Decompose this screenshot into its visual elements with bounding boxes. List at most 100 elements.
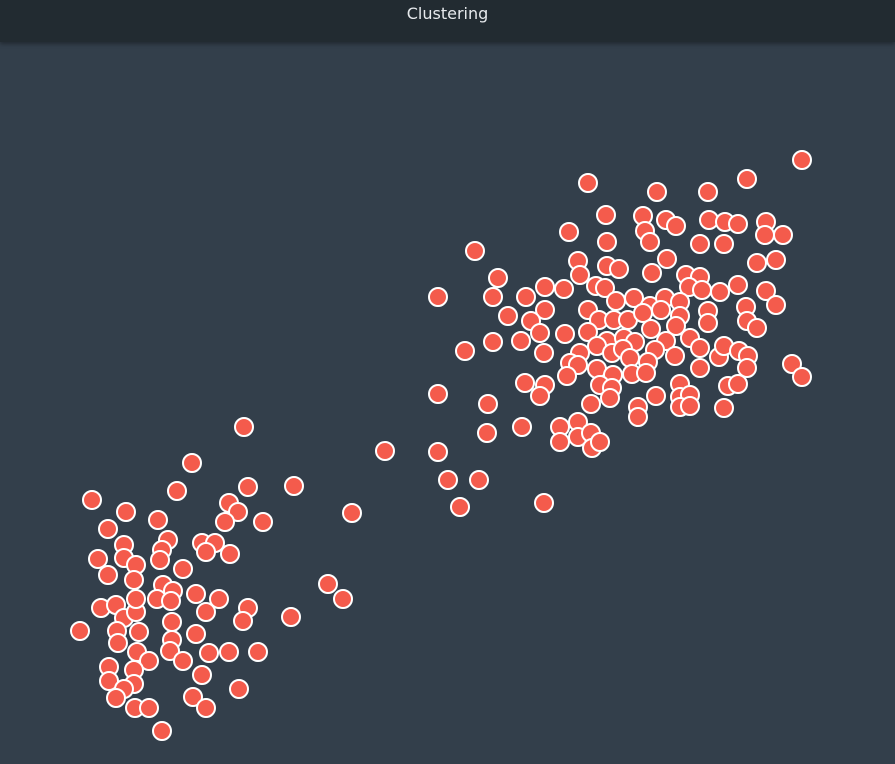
- data-point[interactable]: [106, 688, 126, 708]
- data-point[interactable]: [215, 512, 235, 532]
- data-point[interactable]: [728, 374, 748, 394]
- data-point[interactable]: [428, 442, 448, 462]
- scatter-plot[interactable]: [0, 42, 895, 764]
- data-point[interactable]: [595, 278, 615, 298]
- data-point[interactable]: [766, 250, 786, 270]
- data-point[interactable]: [173, 559, 193, 579]
- data-point[interactable]: [714, 398, 734, 418]
- data-point[interactable]: [559, 222, 579, 242]
- data-point[interactable]: [698, 313, 718, 333]
- data-point[interactable]: [773, 225, 793, 245]
- data-point[interactable]: [628, 407, 648, 427]
- data-point[interactable]: [129, 622, 149, 642]
- data-point[interactable]: [428, 384, 448, 404]
- data-point[interactable]: [642, 263, 662, 283]
- data-point[interactable]: [690, 358, 710, 378]
- data-point[interactable]: [167, 481, 187, 501]
- scatter-canvas[interactable]: [0, 42, 895, 764]
- data-point[interactable]: [570, 265, 590, 285]
- data-point[interactable]: [692, 280, 712, 300]
- data-point[interactable]: [173, 651, 193, 671]
- data-point[interactable]: [152, 721, 172, 741]
- data-point[interactable]: [782, 354, 802, 374]
- data-point[interactable]: [535, 277, 555, 297]
- data-point[interactable]: [465, 241, 485, 261]
- data-point[interactable]: [483, 287, 503, 307]
- data-point[interactable]: [82, 490, 102, 510]
- data-point[interactable]: [108, 633, 128, 653]
- data-point[interactable]: [219, 642, 239, 662]
- data-point[interactable]: [488, 268, 508, 288]
- data-point[interactable]: [597, 232, 617, 252]
- data-point[interactable]: [469, 470, 489, 490]
- data-point[interactable]: [233, 611, 253, 631]
- data-point[interactable]: [515, 373, 535, 393]
- data-point[interactable]: [70, 621, 90, 641]
- data-point[interactable]: [318, 574, 338, 594]
- data-point[interactable]: [530, 323, 550, 343]
- data-point[interactable]: [641, 319, 661, 339]
- data-point[interactable]: [220, 544, 240, 564]
- data-point[interactable]: [511, 331, 531, 351]
- data-point[interactable]: [666, 216, 686, 236]
- data-point[interactable]: [609, 259, 629, 279]
- data-point[interactable]: [606, 291, 626, 311]
- data-point[interactable]: [139, 698, 159, 718]
- data-point[interactable]: [512, 417, 532, 437]
- data-point[interactable]: [199, 643, 219, 663]
- data-point[interactable]: [747, 318, 767, 338]
- data-point[interactable]: [590, 432, 610, 452]
- data-point[interactable]: [196, 542, 216, 562]
- data-point[interactable]: [498, 306, 518, 326]
- data-point[interactable]: [450, 497, 470, 517]
- data-point[interactable]: [161, 591, 181, 611]
- data-point[interactable]: [375, 441, 395, 461]
- data-point[interactable]: [534, 493, 554, 513]
- data-point[interactable]: [747, 253, 767, 273]
- data-point[interactable]: [710, 282, 730, 302]
- data-point[interactable]: [596, 205, 616, 225]
- data-point[interactable]: [792, 367, 812, 387]
- data-point[interactable]: [666, 316, 686, 336]
- data-point[interactable]: [124, 570, 144, 590]
- data-point[interactable]: [196, 602, 216, 622]
- data-point[interactable]: [578, 173, 598, 193]
- data-point[interactable]: [534, 343, 554, 363]
- data-point[interactable]: [209, 589, 229, 609]
- data-point[interactable]: [624, 288, 644, 308]
- data-point[interactable]: [88, 549, 108, 569]
- data-point[interactable]: [578, 322, 598, 342]
- data-point[interactable]: [728, 214, 748, 234]
- data-point[interactable]: [530, 386, 550, 406]
- data-point[interactable]: [438, 470, 458, 490]
- data-point[interactable]: [148, 510, 168, 530]
- data-point[interactable]: [647, 182, 667, 202]
- data-point[interactable]: [690, 338, 710, 358]
- data-point[interactable]: [483, 332, 503, 352]
- data-point[interactable]: [98, 519, 118, 539]
- data-point[interactable]: [737, 358, 757, 378]
- data-point[interactable]: [183, 687, 203, 707]
- data-point[interactable]: [535, 300, 555, 320]
- data-point[interactable]: [150, 550, 170, 570]
- data-point[interactable]: [516, 287, 536, 307]
- data-point[interactable]: [234, 417, 254, 437]
- data-point[interactable]: [600, 388, 620, 408]
- data-point[interactable]: [162, 612, 182, 632]
- data-point[interactable]: [284, 476, 304, 496]
- data-point[interactable]: [98, 565, 118, 585]
- data-point[interactable]: [555, 324, 575, 344]
- data-point[interactable]: [756, 281, 776, 301]
- data-point[interactable]: [333, 589, 353, 609]
- data-point[interactable]: [646, 386, 666, 406]
- data-point[interactable]: [755, 225, 775, 245]
- data-point[interactable]: [160, 641, 180, 661]
- data-point[interactable]: [766, 295, 786, 315]
- data-point[interactable]: [248, 642, 268, 662]
- data-point[interactable]: [557, 366, 577, 386]
- data-point[interactable]: [554, 279, 574, 299]
- data-point[interactable]: [428, 287, 448, 307]
- data-point[interactable]: [792, 150, 812, 170]
- data-point[interactable]: [651, 300, 671, 320]
- data-point[interactable]: [728, 275, 748, 295]
